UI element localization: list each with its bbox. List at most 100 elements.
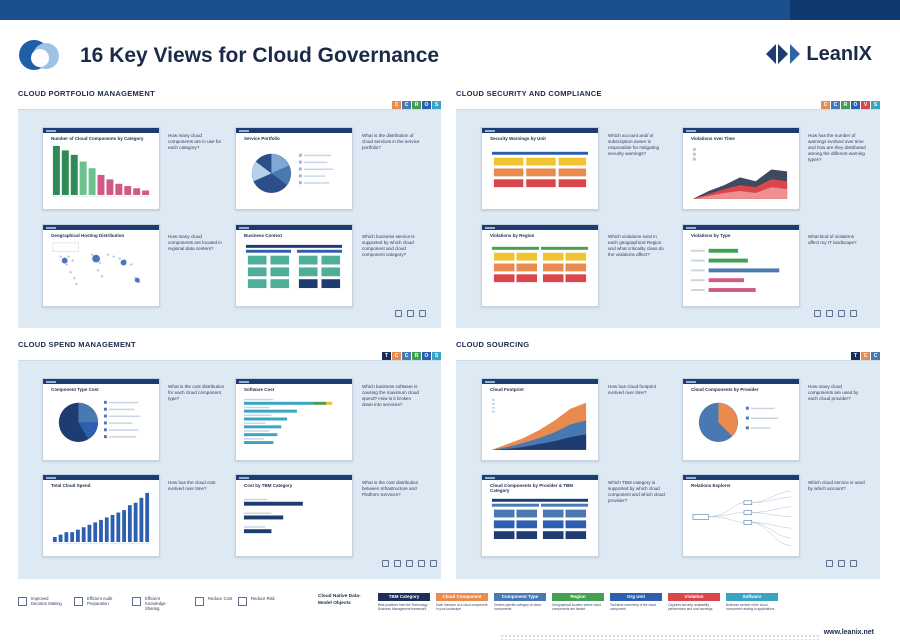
card-question: Which cloud service is used by which acc… xyxy=(808,480,865,491)
legend-object: Component Type Vendor-specific category o… xyxy=(494,593,546,611)
pie-chart xyxy=(58,400,141,443)
object-tag: R xyxy=(841,101,850,109)
card-question: What is the cost distribution between In… xyxy=(362,480,419,497)
view-card-components-by-category[interactable]: Number of Cloud Components by Category xyxy=(42,127,160,210)
card-title: Cost by TBM Category xyxy=(244,483,293,488)
card-header-bar xyxy=(236,128,352,133)
shrink-icon xyxy=(395,310,402,317)
view-card-violations-by-region[interactable]: Violations by Region xyxy=(481,224,599,307)
legend-object: Org Unit Technical ownership of the cloud… xyxy=(610,593,662,611)
trend-icon xyxy=(850,560,857,567)
legend-object: Violation Captures security, availability… xyxy=(668,593,720,611)
card-header-bar xyxy=(43,475,159,480)
bar xyxy=(88,168,96,195)
bar xyxy=(110,514,115,542)
bar xyxy=(64,532,69,542)
view-card-total-cloud-spend[interactable]: Total Cloud Spend xyxy=(42,474,160,557)
coin-icon xyxy=(406,560,413,567)
view-card-violations-by-type[interactable]: Violations by Type xyxy=(682,224,800,307)
card-title: Relations Explorer xyxy=(691,483,731,488)
bar xyxy=(52,145,60,195)
card-header-bar xyxy=(43,128,159,133)
legend-object-label: Cloud Component xyxy=(436,593,488,601)
card-header-bar xyxy=(683,225,799,230)
cloud-logo-icon xyxy=(19,40,59,70)
card-question: How has the cloud cost evolved over time… xyxy=(168,480,216,491)
risk-icon xyxy=(238,597,247,606)
object-tag: O xyxy=(422,352,431,360)
view-card-geographical-hosting[interactable]: Geographical Hosting Distribution xyxy=(42,224,160,307)
view-card-components-by-provider-tbm[interactable]: Cloud Components by Provider & TBM Categ… xyxy=(481,474,599,557)
bar xyxy=(122,510,126,542)
view-card-components-by-provider[interactable]: Cloud Components by Provider xyxy=(682,378,800,461)
legend-object-description: Captures security, availability, perform… xyxy=(668,603,713,611)
legend-object-description: Each instance of a cloud component in yo… xyxy=(436,603,488,611)
object-tag: S xyxy=(871,101,880,109)
legend-object-label: Component Type xyxy=(494,593,546,601)
object-tag: C xyxy=(392,101,401,109)
view-card-component-type-cost[interactable]: Component Type Cost xyxy=(42,378,160,461)
card-question: Which TBM category is supported by which… xyxy=(608,480,665,503)
grid-chart xyxy=(245,244,343,289)
card-title: Software Cost xyxy=(244,387,275,392)
view-card-software-cost[interactable]: Software Cost xyxy=(235,378,353,461)
benefit-label: Efficient Knowledge Sharing xyxy=(145,596,166,612)
decision-icon xyxy=(18,597,27,606)
card-title: Cloud Components by Provider & TBM Categ… xyxy=(490,483,574,493)
object-tag: C xyxy=(821,101,830,109)
card-header-bar xyxy=(43,225,159,230)
bar xyxy=(58,534,63,542)
page-title: 16 Key Views for Cloud Governance xyxy=(80,44,440,67)
benefit-item: Reduce Risk xyxy=(238,596,283,606)
card-question: How many cloud components are in use for… xyxy=(168,133,222,150)
card-title: Security Warnings by Unit xyxy=(490,136,546,141)
knowledge-icon xyxy=(132,597,141,606)
website-link[interactable]: www.leanix.net xyxy=(823,629,874,636)
view-card-business-context[interactable]: Business Context xyxy=(235,224,353,307)
bar-chart xyxy=(243,398,333,445)
legend-object: Cloud Component Each instance of a cloud … xyxy=(436,593,488,611)
bar xyxy=(133,502,138,542)
view-card-violations-over-time[interactable]: Violations over Time xyxy=(682,127,800,210)
coin-icon xyxy=(826,560,833,567)
bar xyxy=(97,174,105,195)
shrink-icon xyxy=(838,560,845,567)
brand-name: LeanIX xyxy=(806,42,872,65)
view-type-icons xyxy=(395,310,426,317)
trend-icon xyxy=(430,560,437,567)
benefit-label: Reduce Risk xyxy=(251,596,275,601)
shrink-icon xyxy=(814,310,821,317)
legend-object-label: Software xyxy=(726,593,778,601)
area-chart xyxy=(692,147,788,199)
view-card-cost-by-tbm-category[interactable]: Cost by TBM Category xyxy=(235,474,353,557)
card-header-bar xyxy=(236,379,352,384)
view-card-service-portfolio[interactable]: Service Portfolio xyxy=(235,127,353,210)
card-question: Which violations exist in each geographi… xyxy=(608,234,664,257)
card-title: Geographical Hosting Distribution xyxy=(51,233,125,238)
view-card-relations-explorer[interactable]: Relations Explorer xyxy=(682,474,800,557)
brand: LeanIX xyxy=(766,42,872,66)
card-question: How many cloud components are used by ea… xyxy=(808,384,859,401)
leanix-logo-icon xyxy=(766,44,801,64)
card-header-bar xyxy=(236,225,352,230)
trend-icon xyxy=(850,310,857,317)
view-card-security-warnings-by-unit[interactable]: Security Warnings by Unit xyxy=(481,127,599,210)
object-tag: C xyxy=(402,101,411,109)
object-tag: V xyxy=(861,101,870,109)
legend-heading: Cloud Native Data-Model Objects xyxy=(318,594,361,606)
card-header-bar xyxy=(683,475,799,480)
bar-chart xyxy=(243,498,303,534)
view-card-cloud-footprint[interactable]: Cloud Footprint xyxy=(481,378,599,461)
bar xyxy=(79,161,87,195)
footer: Improved Decision Making Efficient Audit… xyxy=(0,590,900,642)
bar xyxy=(142,190,150,195)
card-title: Business Context xyxy=(244,233,283,238)
card-question: How has cloud footprint evolved over tim… xyxy=(608,384,657,395)
grid-chart xyxy=(491,498,589,540)
legend-object-description: Best practices from the Technology Busin… xyxy=(378,603,428,611)
bar xyxy=(70,532,75,542)
legend-object-description: Business context of the cloud component … xyxy=(726,603,775,611)
clipboard-icon xyxy=(419,310,426,317)
